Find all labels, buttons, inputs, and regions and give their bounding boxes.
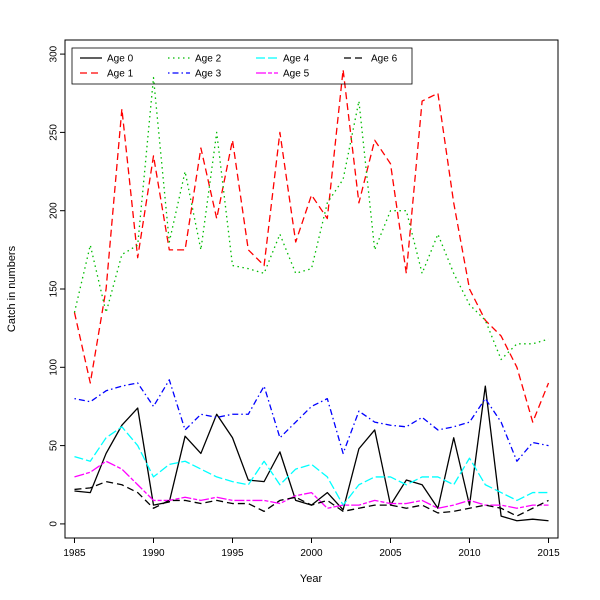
series-line-age-6 — [74, 480, 549, 517]
legend-label: Age 2 — [195, 54, 222, 65]
legend-item-age-4: Age 4 — [256, 54, 310, 65]
x-axis-title: Year — [300, 573, 323, 585]
plot-box — [64, 39, 559, 539]
legend-item-age-5: Age 5 — [256, 69, 310, 80]
series-line-age-4 — [74, 426, 549, 506]
legend-item-age-1: Age 1 — [80, 69, 134, 80]
y-tick-label: 50 — [49, 440, 60, 452]
legend-box — [71, 47, 413, 85]
legend-label: Age 1 — [107, 69, 134, 80]
series-line-age-2 — [73, 76, 549, 361]
x-tick-label: 1995 — [221, 548, 244, 559]
x-tick-label: 2005 — [379, 548, 402, 559]
legend-item-age-0: Age 0 — [80, 54, 134, 65]
legend-item-age-2: Age 2 — [168, 54, 222, 65]
plot-area: 1985 1990 1995 2000 2005 2010 2015 0 50 100 150 200… — [49, 39, 560, 559]
legend: Age 0 Age 1 Age 2 Age 3 Age 4 Age 5 Age 6 — [71, 47, 413, 85]
y-tick-label: 100 — [49, 359, 60, 376]
legend-label: Age 5 — [283, 69, 310, 80]
legend-label: Age 3 — [195, 69, 222, 80]
legend-label: Age 0 — [107, 54, 134, 65]
x-tick-label: 1990 — [142, 548, 165, 559]
x-tick-label: 2000 — [300, 548, 323, 559]
y-tick-label: 300 — [49, 45, 60, 62]
y-tick-label: 0 — [49, 521, 60, 527]
legend-item-age-6: Age 6 — [344, 54, 398, 65]
series-line-age-1 — [73, 69, 550, 423]
x-tick-label: 1985 — [63, 548, 86, 559]
legend-label: Age 4 — [283, 54, 310, 65]
y-tick-label: 200 — [49, 202, 60, 219]
y-axis-title: Catch in numbers — [6, 245, 18, 332]
x-tick-label: 2010 — [458, 548, 481, 559]
legend-item-age-3: Age 3 — [168, 69, 222, 80]
series-line-age-5 — [74, 460, 549, 509]
y-tick-label: 150 — [49, 280, 60, 297]
legend-label: Age 6 — [371, 54, 398, 65]
x-tick-label: 2015 — [537, 548, 560, 559]
y-tick-label: 250 — [49, 124, 60, 141]
